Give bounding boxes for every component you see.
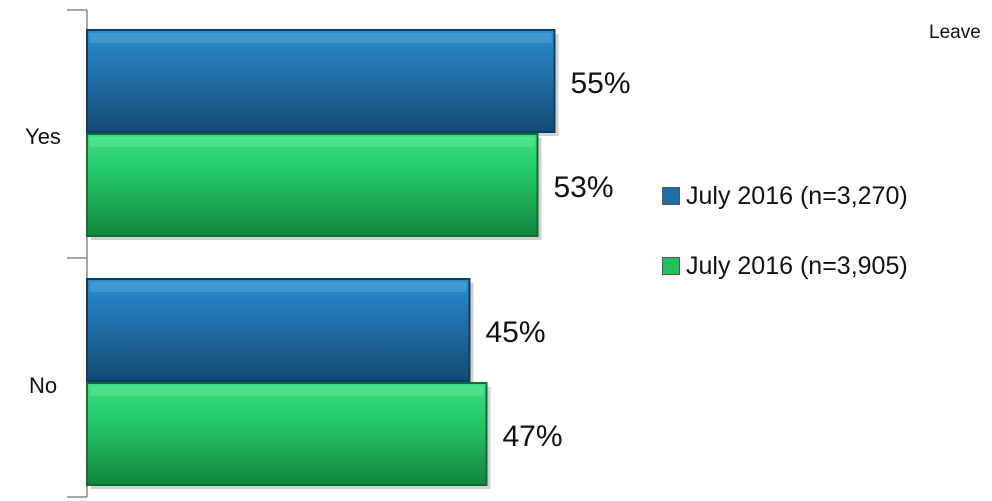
bar [86,29,559,136]
data-label: 45% [486,316,546,349]
data-label: 55% [571,67,631,100]
data-label: 47% [503,420,563,453]
legend-item-series-1: July 2016 (n=3,270) [662,176,908,216]
legend-label: July 2016 (n=3,270) [686,181,908,210]
bar [86,278,474,385]
legend: July 2016 (n=3,270) July 2016 (n=3,905) [662,176,908,316]
legend-label: July 2016 (n=3,905) [686,251,908,280]
legend-swatch-blue [662,187,680,205]
legend-item-series-2: July 2016 (n=3,905) [662,246,908,286]
legend-swatch-green [662,257,680,275]
category-label: Yes [25,124,61,149]
data-label: 53% [554,171,614,204]
bar [86,382,491,489]
bar [86,133,542,240]
corner-text: Leave [929,22,981,43]
category-label: No [29,373,57,398]
